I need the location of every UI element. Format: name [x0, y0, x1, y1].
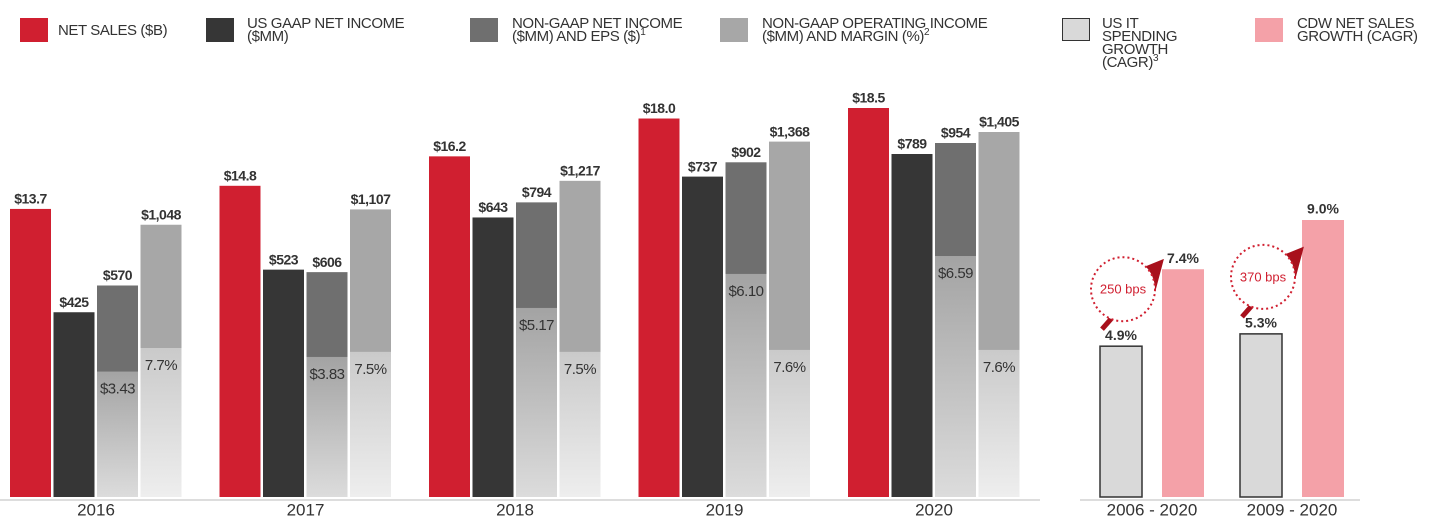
value-label: $523 — [269, 251, 299, 267]
value-label: $18.0 — [643, 100, 676, 116]
x-tick-label: 2009 - 2020 — [1247, 500, 1338, 519]
legend-label: US GAAP NET INCOME ($MM) — [247, 15, 447, 45]
legend-note: 2 — [924, 27, 930, 38]
legend-swatch — [1255, 18, 1283, 42]
value-label: $954 — [941, 125, 971, 141]
value-label: $794 — [522, 184, 552, 200]
bar — [1302, 220, 1344, 497]
inner-bar — [306, 356, 348, 497]
legend-text: NON-GAAP NET INCOME ($MM) AND EPS ($) — [512, 15, 683, 45]
value-label: $789 — [897, 136, 927, 152]
legend-swatch — [1062, 18, 1090, 41]
value-label: $16.2 — [433, 138, 466, 154]
bar — [848, 108, 889, 497]
legend-label: NON-GAAP NET INCOME ($MM) AND EPS ($)1 — [512, 15, 687, 45]
inner-bar — [350, 351, 391, 497]
value-label: $1,107 — [351, 191, 392, 207]
inner-bar — [140, 348, 182, 497]
x-tick-label: 2018 — [496, 500, 534, 519]
bar — [638, 118, 680, 497]
inner-bar — [725, 273, 767, 497]
value-label: $1,405 — [979, 114, 1020, 130]
legend-swatch — [206, 18, 234, 42]
legend-note: 3 — [1152, 53, 1159, 64]
bar — [682, 176, 723, 497]
bar — [891, 154, 933, 497]
x-tick-label: 2020 — [915, 500, 953, 519]
inner-label: $6.59 — [938, 265, 973, 282]
annotation-circle — [1230, 243, 1296, 310]
annotation: 370 bps — [1240, 269, 1287, 284]
inner-bar — [559, 351, 601, 497]
annotation: 250 bps — [1100, 282, 1147, 297]
legend-label: CDW NET SALES GROWTH (CAGR) — [1297, 15, 1442, 45]
legend-text: US IT SPENDING GROWTH (CAGR) — [1102, 15, 1178, 71]
x-tick-label: 2019 — [706, 500, 744, 519]
value-label: $643 — [478, 199, 508, 215]
value-label: $1,368 — [770, 123, 811, 139]
legend-label: NON-GAAP OPERATING INCOME ($MM) AND MARG… — [762, 15, 1022, 45]
bar — [1162, 269, 1204, 497]
bar — [1099, 345, 1143, 498]
value-label: 9.0% — [1307, 201, 1339, 217]
value-label: 7.4% — [1167, 250, 1199, 266]
legend-label: NET SALES ($B) — [58, 22, 198, 39]
legend-note: 1 — [640, 27, 646, 38]
x-tick-label: 2017 — [287, 500, 325, 519]
inner-label: $5.17 — [519, 317, 554, 334]
legend-text: NET SALES ($B) — [58, 22, 168, 39]
inner-label: $3.83 — [309, 366, 344, 383]
bar — [472, 217, 514, 497]
x-tick-label: 2006 - 2020 — [1107, 500, 1198, 519]
value-label: $18.5 — [852, 90, 885, 106]
legend-text: US GAAP NET INCOME ($MM) — [247, 15, 405, 45]
inner-bar — [978, 349, 1020, 497]
value-label: $14.8 — [224, 168, 257, 184]
bar — [219, 185, 261, 498]
value-label: $425 — [59, 294, 89, 310]
value-label: $902 — [731, 144, 761, 160]
inner-bar — [769, 349, 810, 497]
inner-label: 7.6% — [773, 359, 805, 376]
inner-label: $3.43 — [100, 381, 135, 398]
value-label: $13.7 — [14, 191, 47, 207]
legend-swatch — [470, 18, 498, 42]
legend-text: CDW NET SALES GROWTH (CAGR) — [1297, 15, 1418, 45]
inner-label: 7.6% — [983, 359, 1015, 376]
inner-bar — [516, 307, 557, 497]
legend-swatch — [720, 18, 748, 42]
value-label: 5.3% — [1245, 315, 1277, 331]
inner-label: 7.7% — [145, 357, 177, 374]
annotation-circle — [1090, 256, 1156, 323]
legend-text: NON-GAAP OPERATING INCOME ($MM) AND MARG… — [762, 15, 988, 45]
value-label: 4.9% — [1105, 327, 1137, 343]
value-label: $1,217 — [560, 163, 601, 179]
bar — [53, 312, 95, 497]
value-label: $737 — [688, 158, 718, 174]
bar — [263, 269, 304, 497]
inner-bar — [935, 256, 976, 497]
value-label: $570 — [103, 267, 133, 283]
inner-label: 7.5% — [564, 361, 596, 378]
value-label: $1,048 — [141, 206, 182, 222]
inner-label: 7.5% — [354, 361, 386, 378]
inner-bar — [97, 371, 138, 497]
bar — [429, 156, 470, 497]
legend-label: US IT SPENDING GROWTH (CAGR)3 — [1102, 15, 1212, 71]
inner-label: $6.10 — [728, 283, 763, 300]
x-tick-label: 2016 — [77, 500, 115, 519]
bar — [1239, 333, 1283, 498]
legend-swatch — [20, 18, 48, 42]
bar — [10, 208, 51, 497]
value-label: $606 — [312, 254, 342, 270]
